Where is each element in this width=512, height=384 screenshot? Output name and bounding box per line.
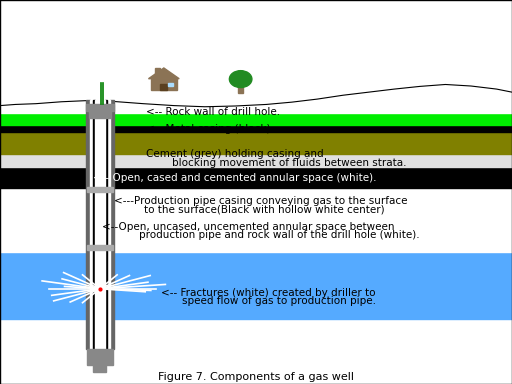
Bar <box>160 84 167 90</box>
Bar <box>155 68 160 75</box>
Bar <box>93 100 95 349</box>
Bar <box>238 85 243 93</box>
Bar <box>0 252 512 319</box>
Bar <box>0 319 512 384</box>
Text: <-- Rock wall of drill hole.: <-- Rock wall of drill hole. <box>146 107 280 117</box>
Text: production pipe and rock wall of the drill hole (white).: production pipe and rock wall of the dri… <box>139 230 420 240</box>
Bar <box>0 188 512 252</box>
Bar <box>0 152 512 167</box>
Text: speed flow of gas to production pipe.: speed flow of gas to production pipe. <box>182 296 376 306</box>
Bar <box>168 83 173 86</box>
Text: Cement (grey) holding casing and: Cement (grey) holding casing and <box>146 149 324 159</box>
Bar <box>0 132 512 154</box>
Bar <box>87 187 113 192</box>
Circle shape <box>229 71 252 88</box>
Text: to the surface(Black with hollow white center): to the surface(Black with hollow white c… <box>144 204 385 214</box>
Bar <box>89 111 111 118</box>
Bar <box>93 365 106 372</box>
Bar <box>86 104 114 111</box>
Bar <box>110 100 114 349</box>
Bar <box>0 0 512 108</box>
Bar <box>0 113 512 125</box>
Polygon shape <box>0 84 512 108</box>
Bar <box>95 100 105 349</box>
Text: <---Production pipe casing conveying gas to the surface: <---Production pipe casing conveying gas… <box>114 196 407 206</box>
Bar <box>105 100 107 349</box>
Bar <box>151 79 177 90</box>
Text: Figure 7. Components of a gas well: Figure 7. Components of a gas well <box>158 372 354 382</box>
Polygon shape <box>148 68 179 79</box>
Bar <box>87 245 113 250</box>
Text: <-- Fractures (white) created by driller to: <-- Fractures (white) created by driller… <box>161 288 376 298</box>
Text: <-- Metal casing (black).: <-- Metal casing (black). <box>146 124 274 134</box>
Bar <box>86 100 90 349</box>
Bar <box>0 125 512 132</box>
Text: <--Open, uncased, uncemented annular space between: <--Open, uncased, uncemented annular spa… <box>102 222 395 232</box>
Bar <box>0 108 512 113</box>
Bar <box>87 349 113 365</box>
Text: <-- Open, cased and cemented annular space (white).: <-- Open, cased and cemented annular spa… <box>93 173 377 183</box>
Bar <box>90 100 110 349</box>
Text: blocking movement of fluids between strata.: blocking movement of fluids between stra… <box>172 158 406 168</box>
Bar <box>0 167 512 188</box>
